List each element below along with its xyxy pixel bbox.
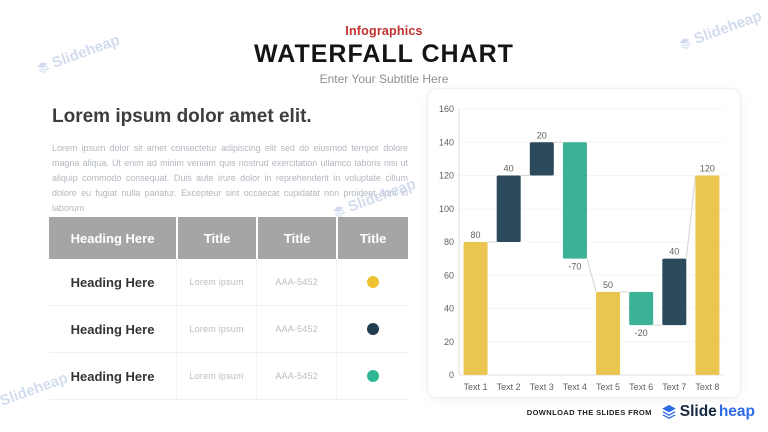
svg-text:40: 40 [444, 304, 454, 314]
row-heading: Heading Here [70, 321, 155, 337]
page-subtitle: Enter Your Subtitle Here [319, 72, 449, 86]
row-color-cell [336, 259, 408, 305]
table-row: Heading Here Lorem ipsum AAA-5452 [49, 259, 408, 306]
svg-text:60: 60 [444, 270, 454, 280]
svg-text:Text 1: Text 1 [464, 382, 488, 392]
svg-text:50: 50 [603, 280, 613, 290]
table-header-row: Heading Here Title Title Title [49, 217, 408, 259]
svg-text:80: 80 [471, 230, 481, 240]
status-dot [366, 276, 379, 288]
row-code: AAA-5452 [256, 353, 336, 399]
svg-text:Text 2: Text 2 [497, 382, 521, 392]
section-body-text: Lorem ipsum dolor sit amet consectetur a… [52, 143, 408, 213]
table-header-cell: Title [176, 217, 256, 259]
table-row: Heading Here Lorem ipsum AAA-5452 [49, 353, 408, 400]
eyebrow-label: Infographics [345, 24, 423, 38]
brand-word-heap: heap [718, 403, 755, 420]
svg-text:Text 6: Text 6 [629, 382, 653, 392]
row-subtitle: Lorem ipsum [176, 353, 256, 399]
svg-text:Text 3: Text 3 [530, 382, 554, 392]
page-title: WATERFALL CHART [254, 40, 514, 68]
row-code: AAA-5452 [256, 259, 336, 305]
row-color-cell [336, 353, 408, 399]
slideheap-brand-link[interactable]: Slide heap [660, 403, 755, 421]
svg-text:-70: -70 [568, 262, 581, 272]
svg-text:-20: -20 [635, 328, 648, 338]
table-row: Heading Here Lorem ipsum AAA-5452 [49, 306, 408, 353]
svg-text:100: 100 [439, 204, 454, 214]
svg-text:20: 20 [444, 337, 454, 347]
status-dot [366, 370, 379, 382]
svg-text:40: 40 [669, 247, 679, 257]
download-banner[interactable]: DOWNLOAD THE SLIDES FROM Slide heap [527, 403, 755, 421]
svg-text:20: 20 [537, 130, 547, 140]
row-heading: Heading Here [70, 274, 155, 290]
svg-text:Text 7: Text 7 [662, 382, 686, 392]
table-header-cell: Title [336, 217, 408, 259]
svg-text:40: 40 [504, 164, 514, 174]
data-table: Heading Here Title Title Title Heading H… [49, 217, 408, 400]
svg-text:140: 140 [439, 137, 454, 147]
svg-text:120: 120 [439, 171, 454, 181]
svg-text:0: 0 [449, 370, 454, 380]
row-code: AAA-5452 [256, 306, 336, 352]
svg-text:120: 120 [700, 164, 715, 174]
download-label: DOWNLOAD THE SLIDES FROM [526, 407, 652, 417]
svg-text:Text 4: Text 4 [563, 382, 587, 392]
table-header-cell: Heading Here [70, 230, 155, 246]
row-subtitle: Lorem ipsum [176, 306, 256, 352]
row-heading: Heading Here [70, 368, 155, 384]
waterfall-chart-svg: 0 20 40 60 80 100 120 140 160 80 Text 1 40 Text 2 20 T… [439, 104, 724, 392]
svg-text:Text 8: Text 8 [695, 382, 719, 392]
table-header-cell: Title [256, 217, 336, 259]
brand-word-slide: Slide [679, 403, 717, 420]
row-color-cell [336, 306, 408, 352]
svg-text:160: 160 [439, 104, 454, 114]
row-subtitle: Lorem ipsum [176, 259, 256, 305]
svg-text:80: 80 [444, 237, 454, 247]
slideheap-logo-icon [660, 403, 678, 421]
section-heading: Lorem ipsum dolor amet elit. [52, 106, 312, 127]
status-dot [366, 323, 379, 335]
svg-text:Text 5: Text 5 [596, 382, 620, 392]
slide-header: Infographics WATERFALL CHART Enter Your … [0, 24, 768, 86]
waterfall-chart-card: 0 20 40 60 80 100 120 140 160 80 Text 1 40 Text 2 20 T… [427, 88, 741, 398]
